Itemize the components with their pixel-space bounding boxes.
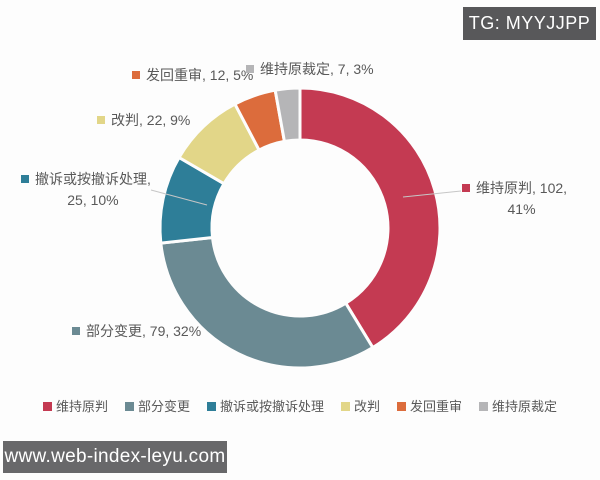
tg-badge: TG: MYYJJPP (463, 7, 596, 40)
legend-marker (124, 402, 134, 411)
leader-line-chesu (150, 189, 208, 206)
callout-text-line: 撤诉或按撤诉处理, (35, 171, 151, 187)
callout-marker-gaipan (97, 116, 105, 124)
callout-text-line: 部分变更, 79, 32% (86, 323, 202, 339)
legend-marker (42, 402, 52, 411)
callout-marker-weichi-yuancaiding (246, 65, 254, 73)
donut-slice-维持原判 (298, 86, 442, 350)
chart-legend: 维持原判 部分变更 撤诉或按撤诉处理 改判 发回重审 维持原裁定 (0, 398, 600, 415)
legend-item: 改判 (341, 398, 380, 415)
tg-badge-text: TG: MYYJJPP (468, 13, 591, 33)
callout-text-line: 改判, 22, 9% (111, 112, 191, 128)
callout-text-line: 维持原判, 102, (476, 180, 568, 196)
legend-marker (341, 402, 350, 411)
legend-marker (397, 402, 407, 411)
legend-item: 发回重审 (397, 398, 462, 415)
callout-chesu: 撤诉或按撤诉处理, 25, 10% (21, 169, 151, 211)
callout-gaipan: 改判, 22, 9% (97, 110, 190, 131)
callout-text-line: 发回重审, 12, 5% (146, 67, 254, 83)
callout-fahui-chongshen: 发回重审, 12, 5% (132, 65, 253, 86)
legend-item: 撤诉或按撤诉处理 (206, 398, 324, 415)
legend-label: 部分变更 (137, 399, 190, 414)
callout-text-line: 维持原裁定, 7, 3% (260, 61, 374, 77)
callout-marker-chesu (21, 175, 29, 183)
callout-marker-weichi-yuanpan (462, 184, 470, 192)
callout-bufen-biangeng: 部分变更, 79, 32% (72, 321, 201, 342)
legend-item: 维持原裁定 (479, 398, 557, 415)
donut-slice-部分变更 (159, 235, 375, 370)
leader-line-weichi-yuanpan (402, 190, 462, 198)
legend-label: 维持原判 (55, 399, 108, 414)
donut-slice-维持原裁定 (273, 86, 302, 144)
legend-marker (206, 402, 216, 411)
legend-marker (479, 402, 489, 411)
callout-marker-bufen-biangeng (72, 327, 80, 335)
callout-text-line: 41% (507, 201, 536, 217)
legend-label: 发回重审 (410, 399, 463, 414)
watermark-url-text: www.web-index-leyu.com (4, 446, 226, 467)
callout-text-line: 25, 10% (67, 192, 119, 208)
legend-item: 部分变更 (124, 398, 190, 415)
callout-marker-fahui-chongshen (132, 71, 140, 79)
legend-label: 维持原裁定 (492, 399, 558, 414)
callout-weichi-yuancaiding: 维持原裁定, 7, 3% (246, 59, 374, 80)
legend-item: 维持原判 (42, 398, 108, 415)
watermark-url-bar: www.web-index-leyu.com (3, 441, 227, 473)
legend-label: 改判 (354, 399, 381, 414)
callout-weichi-yuanpan: 维持原判, 102, 41% (462, 178, 567, 220)
legend-label: 撤诉或按撤诉处理 (219, 399, 324, 414)
